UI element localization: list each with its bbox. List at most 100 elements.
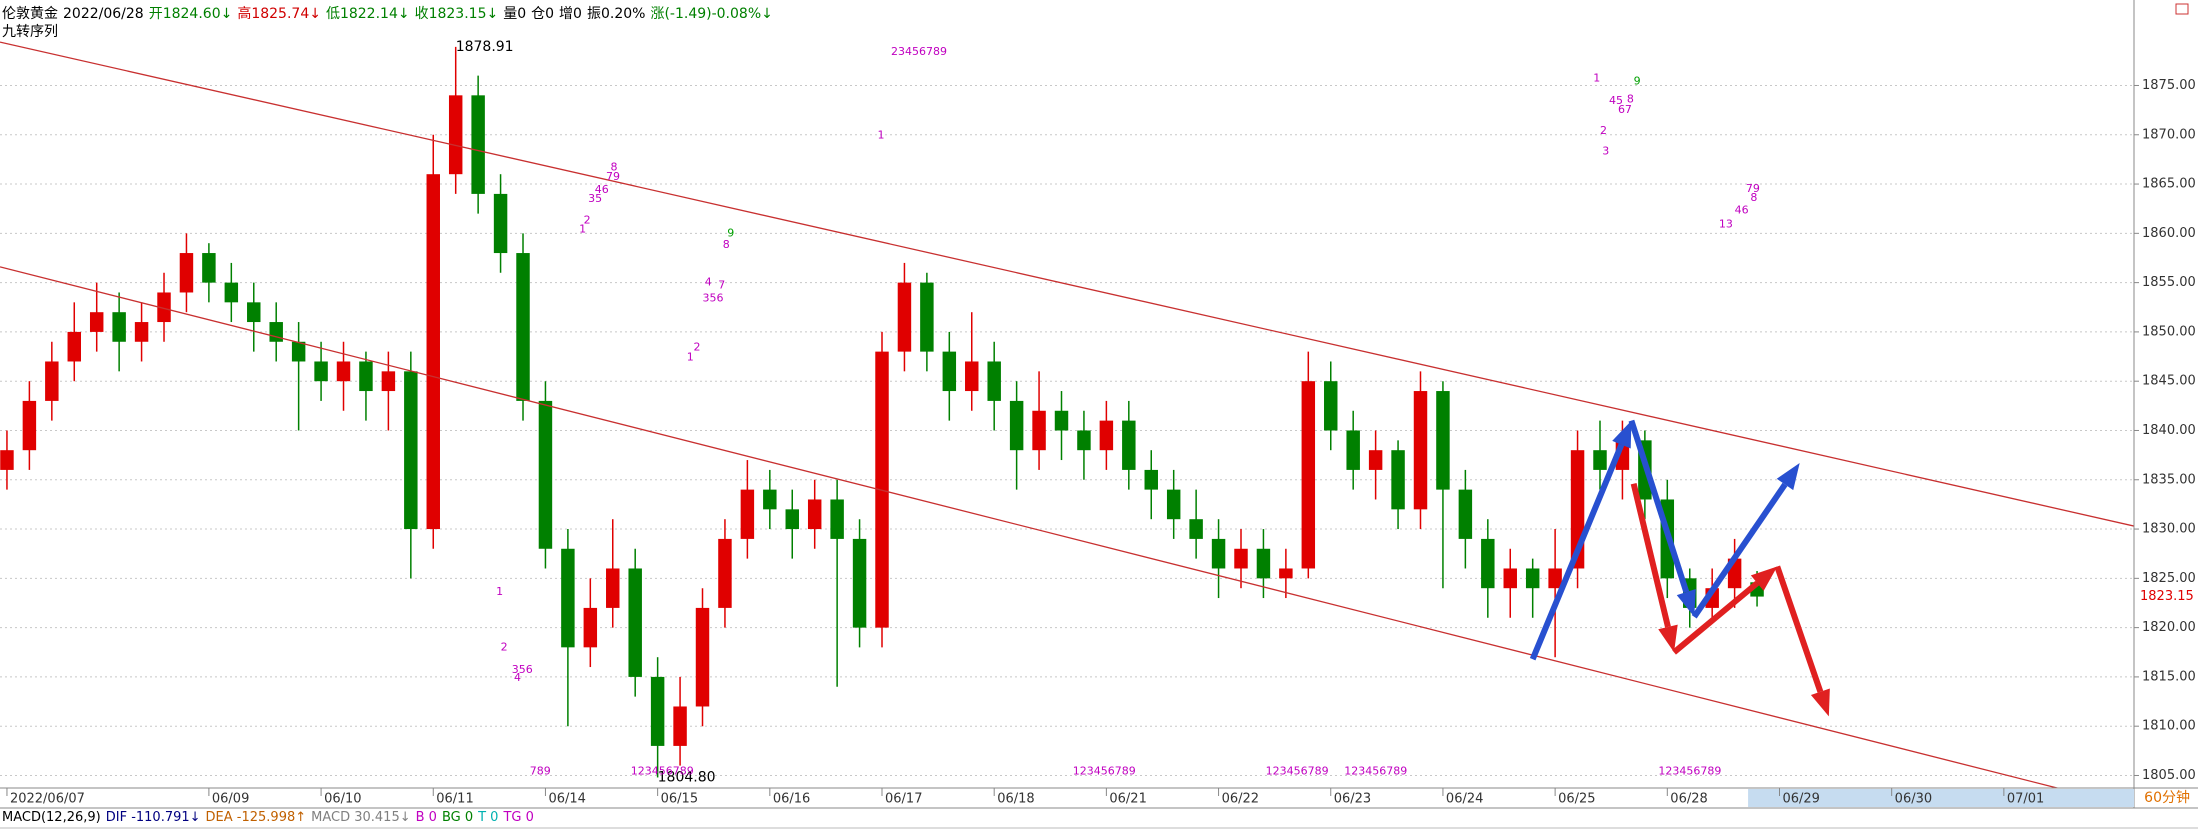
y-tick-label: 1835.00 xyxy=(2142,472,2196,487)
candle-body xyxy=(224,282,239,303)
candle-body xyxy=(987,361,1001,401)
candle-body xyxy=(1099,420,1114,451)
x-tick-label: 06/24 xyxy=(1446,792,1483,807)
macd-item: MACD(12,26,9) xyxy=(2,810,101,825)
x-tick-label: 06/23 xyxy=(1334,792,1371,807)
x-tick-label: 06/09 xyxy=(212,792,249,807)
window-button[interactable] xyxy=(2175,3,2189,15)
candle-body xyxy=(1481,538,1495,589)
candle-body xyxy=(426,174,440,530)
annotation: 1 xyxy=(496,585,503,598)
annotation: 46 xyxy=(595,183,609,196)
annotation: 1 xyxy=(579,222,586,235)
annotation: 79 xyxy=(606,170,620,183)
candle-body xyxy=(606,568,620,608)
candle-body xyxy=(1211,538,1226,569)
candle-body xyxy=(965,361,979,392)
subtitle: 九转序列 xyxy=(2,24,58,40)
header-item: 增0 xyxy=(559,6,582,22)
macd-bar: MACD(12,26,9) DIF -110.791↓ DEA -125.998↑ M… xyxy=(2,810,539,825)
candle-body xyxy=(1122,420,1136,470)
arrow-head xyxy=(1810,688,1830,717)
annotation: 46 xyxy=(1735,204,1749,217)
annotation: 8 xyxy=(611,160,618,173)
macd-item: DEA -125.998↑ xyxy=(205,810,307,825)
candle-body xyxy=(359,361,373,392)
annotation: 35 xyxy=(588,192,602,205)
current-price: 1823.15 xyxy=(2140,589,2194,604)
candle-body xyxy=(830,499,844,539)
arrow-head xyxy=(1750,566,1778,591)
candle-body xyxy=(650,676,665,746)
x-tick-label: 06/16 xyxy=(773,792,810,807)
candle-body xyxy=(22,400,37,451)
arrow-shaft xyxy=(1628,419,1690,593)
annotation: 123456789 xyxy=(1658,765,1721,778)
y-tick-label: 1820.00 xyxy=(2142,620,2196,635)
header-item: 2022/06/28 xyxy=(63,6,144,22)
x-tick-label: 06/21 xyxy=(1109,792,1146,807)
candle-body xyxy=(1525,568,1540,589)
candle-body xyxy=(1032,410,1046,451)
annotation: 1804.80 xyxy=(658,769,716,785)
annotation: 8 xyxy=(1627,92,1634,105)
candle-body xyxy=(807,499,822,530)
candle-body xyxy=(1234,548,1248,569)
arrow-head xyxy=(1676,588,1696,617)
arrow-head xyxy=(1776,463,1800,491)
y-tick-label: 1875.00 xyxy=(2142,78,2196,93)
candle-body xyxy=(1436,391,1450,490)
x-tick-label: 06/28 xyxy=(1670,792,1707,807)
candle-body xyxy=(0,450,14,470)
candle-body xyxy=(538,400,553,549)
arrow-shaft xyxy=(1672,580,1760,655)
candle-body xyxy=(1593,450,1607,470)
header-item: 收1823.15↓ xyxy=(414,6,499,22)
annotation: 1 xyxy=(687,351,694,364)
annotation: 9 xyxy=(727,226,734,239)
annotation: 1 xyxy=(878,129,885,142)
candle-body xyxy=(134,322,149,342)
header-item: 量0 xyxy=(503,6,527,22)
arrow-shaft xyxy=(1774,565,1824,693)
annotation: 4 xyxy=(514,671,521,684)
x-tick-label: 06/17 xyxy=(885,792,922,807)
future-band xyxy=(1748,789,2134,807)
candle-body xyxy=(1189,519,1203,539)
candle-body xyxy=(1368,450,1383,470)
x-tick-label: 06/10 xyxy=(324,792,361,807)
candle-body xyxy=(67,331,81,362)
annotation: 356 xyxy=(703,291,724,304)
candle-body xyxy=(852,538,867,628)
trend-line xyxy=(0,41,2134,527)
annotation: 2 xyxy=(584,214,591,227)
candle-body xyxy=(1413,391,1428,510)
candle-body xyxy=(1144,469,1158,490)
header-item: 低1822.14↓ xyxy=(325,6,410,22)
macd-item: BG 0 xyxy=(441,810,474,825)
candle-body xyxy=(112,312,126,342)
candle-body xyxy=(920,282,934,352)
macd-item: MACD 30.415↓ xyxy=(311,810,411,825)
y-tick-label: 1805.00 xyxy=(2142,768,2196,783)
candle-body xyxy=(740,489,755,539)
x-tick-label: 06/30 xyxy=(1895,792,1932,807)
candle-body xyxy=(179,253,194,293)
x-tick-label: 06/22 xyxy=(1222,792,1259,807)
y-tick-label: 1825.00 xyxy=(2142,571,2196,586)
candle-body xyxy=(448,95,463,175)
annotation: 123456789 xyxy=(1266,765,1329,778)
header-item: 振0.20% xyxy=(586,6,646,22)
period-label[interactable]: 60分钟 xyxy=(2144,789,2190,806)
y-tick-label: 1870.00 xyxy=(2142,127,2196,142)
annotation: 45 xyxy=(1609,94,1623,107)
y-tick-label: 1810.00 xyxy=(2142,719,2196,734)
macd-item: B 0 xyxy=(415,810,437,825)
annotation: 356 xyxy=(512,663,533,676)
y-tick-label: 1845.00 xyxy=(2142,374,2196,389)
header-item: 开1824.60↓ xyxy=(148,6,233,22)
annotation: 23456789 xyxy=(891,45,947,58)
candle-body xyxy=(157,292,171,323)
candle-body xyxy=(1548,568,1562,589)
